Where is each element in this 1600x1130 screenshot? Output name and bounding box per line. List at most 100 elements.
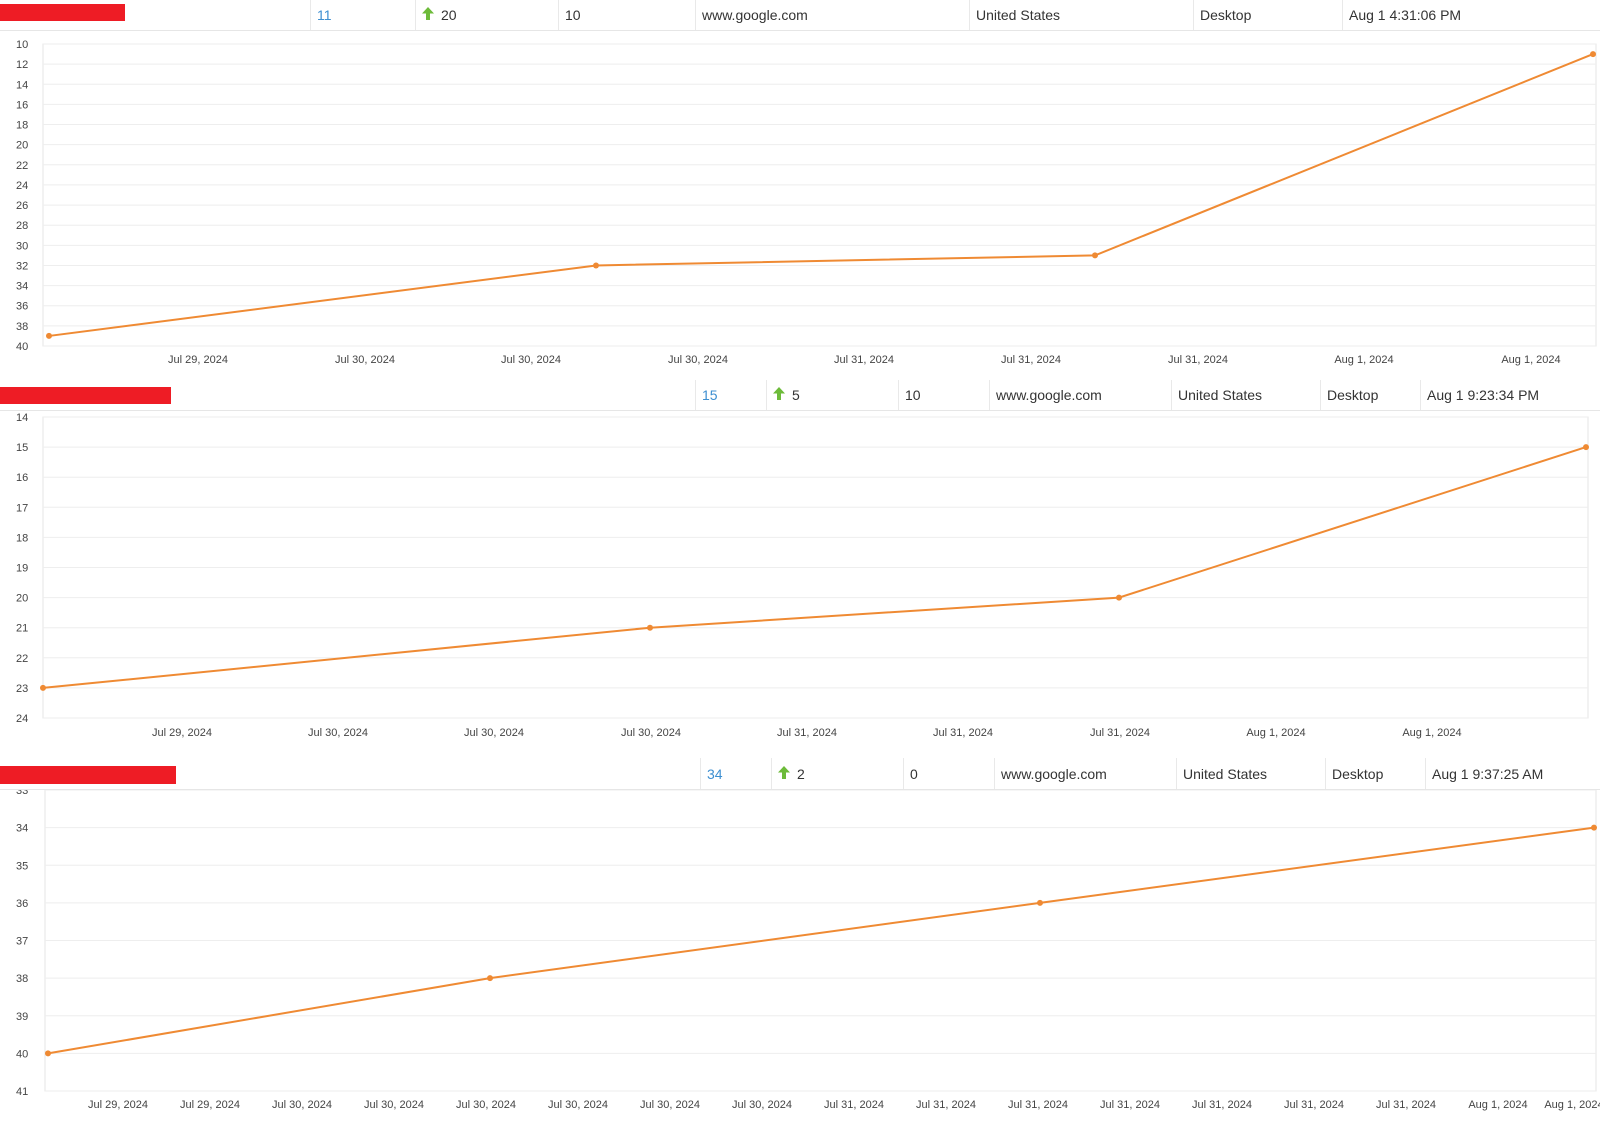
data-point[interactable] xyxy=(1591,824,1597,831)
y-tick-label: 19 xyxy=(16,563,28,575)
series-line xyxy=(42,446,1587,689)
data-point[interactable] xyxy=(1092,252,1098,259)
col3-cell: 10 xyxy=(558,0,695,30)
keyword-row[interactable]: 15 5 10 www.google.com United States Des… xyxy=(0,380,1600,411)
rank-history-chart: 33 34 35 36 37 38 39 40 41 Jul 29, 2024 Jul 29, 20… xyxy=(0,790,1600,1130)
data-point[interactable] xyxy=(1583,444,1589,451)
y-tick-label: 34 xyxy=(16,281,28,293)
y-tick-label: 35 xyxy=(16,860,28,872)
col3-cell: 10 xyxy=(898,380,989,410)
x-tick-label: Jul 30, 2024 xyxy=(732,1099,792,1111)
x-tick-label: Jul 30, 2024 xyxy=(335,354,395,366)
x-tick-label: Aug 1, 2024 xyxy=(1402,727,1461,739)
device-cell: Desktop xyxy=(1325,758,1425,789)
y-tick-label: 14 xyxy=(16,79,28,91)
y-tick-label: 16 xyxy=(16,472,28,484)
x-tick-label: Jul 31, 2024 xyxy=(916,1099,976,1111)
y-tick-label: 26 xyxy=(16,200,28,212)
domain-cell: www.google.com xyxy=(695,0,969,30)
y-tick-label: 20 xyxy=(16,593,28,605)
y-tick-label: 28 xyxy=(16,220,28,232)
country-cell: United States xyxy=(969,0,1193,30)
x-tick-label: Jul 31, 2024 xyxy=(824,1099,884,1111)
data-point[interactable] xyxy=(593,262,599,269)
domain-cell: www.google.com xyxy=(994,758,1176,789)
plot-area xyxy=(42,43,1597,347)
x-tick-label: Jul 30, 2024 xyxy=(464,727,524,739)
y-tick-label: 14 xyxy=(16,412,28,424)
rank-cell: 11 xyxy=(310,0,415,30)
x-tick-label: Jul 30, 2024 xyxy=(621,727,681,739)
data-point[interactable] xyxy=(46,332,52,339)
change-value: 2 xyxy=(797,765,805,782)
country-cell: United States xyxy=(1171,380,1320,410)
series-line xyxy=(48,53,1594,337)
y-tick-label: 16 xyxy=(16,99,28,111)
y-tick-label: 40 xyxy=(16,1048,28,1060)
redacted-keyword xyxy=(0,4,125,21)
y-tick-label: 18 xyxy=(16,120,28,132)
keyword-row[interactable]: 34 2 0 www.google.com United States Desk… xyxy=(0,758,1600,790)
x-tick-label: Aug 1, 2024 xyxy=(1246,727,1305,739)
rank-history-chart: 10 12 14 16 18 20 22 24 26 28 30 32 34 36 38 40 Jul 29, … xyxy=(0,31,1600,378)
x-tick-label: Aug 1, 2024 xyxy=(1544,1099,1600,1111)
change-cell: 20 xyxy=(415,0,558,30)
change-cell: 2 xyxy=(771,758,903,789)
y-tick-label: 20 xyxy=(16,140,28,152)
data-point[interactable] xyxy=(487,975,493,982)
data-point[interactable] xyxy=(647,624,653,631)
y-tick-label: 24 xyxy=(16,180,28,192)
x-tick-label: Jul 31, 2024 xyxy=(1192,1099,1252,1111)
y-tick-label: 33 xyxy=(16,790,28,797)
x-tick-label: Jul 29, 2024 xyxy=(152,727,212,739)
x-tick-label: Jul 31, 2024 xyxy=(834,354,894,366)
arrow-up-icon xyxy=(773,387,785,403)
y-tick-label: 41 xyxy=(16,1086,28,1098)
domain-cell: www.google.com xyxy=(989,380,1171,410)
chart-svg: 10 12 14 16 18 20 22 24 26 28 30 32 34 36 38 40 Jul 29, … xyxy=(16,39,1597,366)
x-tick-label: Aug 1, 2024 xyxy=(1334,354,1393,366)
data-point[interactable] xyxy=(1116,594,1122,601)
y-tick-label: 36 xyxy=(16,898,28,910)
y-tick-label: 30 xyxy=(16,240,28,252)
redacted-keyword xyxy=(0,766,176,784)
x-tick-label: Jul 30, 2024 xyxy=(501,354,561,366)
series-line xyxy=(47,826,1595,1055)
col3-cell: 0 xyxy=(903,758,994,789)
x-tick-label: Aug 1, 2024 xyxy=(1468,1099,1527,1111)
y-tick-label: 37 xyxy=(16,936,28,948)
x-tick-label: Jul 31, 2024 xyxy=(1100,1099,1160,1111)
x-tick-label: Jul 31, 2024 xyxy=(777,727,837,739)
updated-cell: Aug 1 9:37:25 AM xyxy=(1425,758,1600,789)
updated-cell: Aug 1 4:31:06 PM xyxy=(1342,0,1600,30)
data-point[interactable] xyxy=(40,684,46,691)
device-cell: Desktop xyxy=(1193,0,1342,30)
keyword-row[interactable]: 11 20 10 www.google.com United States De… xyxy=(0,0,1600,31)
x-tick-label: Jul 31, 2024 xyxy=(1168,354,1228,366)
y-tick-label: 17 xyxy=(16,502,28,514)
x-tick-label: Jul 31, 2024 xyxy=(1001,354,1061,366)
x-tick-label: Jul 29, 2024 xyxy=(88,1099,148,1111)
change-value: 20 xyxy=(441,7,457,23)
y-tick-label: 36 xyxy=(16,301,28,313)
y-tick-label: 18 xyxy=(16,532,28,544)
arrow-up-icon xyxy=(422,7,434,23)
x-tick-label: Jul 30, 2024 xyxy=(308,727,368,739)
y-tick-label: 39 xyxy=(16,1011,28,1023)
x-tick-label: Jul 30, 2024 xyxy=(364,1099,424,1111)
y-tick-label: 22 xyxy=(16,160,28,172)
x-tick-label: Jul 30, 2024 xyxy=(668,354,728,366)
y-tick-label: 12 xyxy=(16,59,28,71)
y-tick-label: 40 xyxy=(16,341,28,353)
data-point[interactable] xyxy=(45,1050,51,1057)
data-point[interactable] xyxy=(1590,51,1596,58)
y-tick-label: 24 xyxy=(16,713,28,725)
rank-cell: 15 xyxy=(695,380,766,410)
y-tick-label: 38 xyxy=(16,973,28,985)
chart-svg: 14 15 16 17 18 19 20 21 22 23 24 Jul 29, 2024 Jul 30… xyxy=(16,412,1589,739)
y-tick-label: 21 xyxy=(16,623,28,635)
data-point[interactable] xyxy=(1037,899,1043,906)
x-tick-label: Jul 31, 2024 xyxy=(1376,1099,1436,1111)
x-tick-label: Jul 30, 2024 xyxy=(456,1099,516,1111)
x-tick-label: Aug 1, 2024 xyxy=(1501,354,1560,366)
